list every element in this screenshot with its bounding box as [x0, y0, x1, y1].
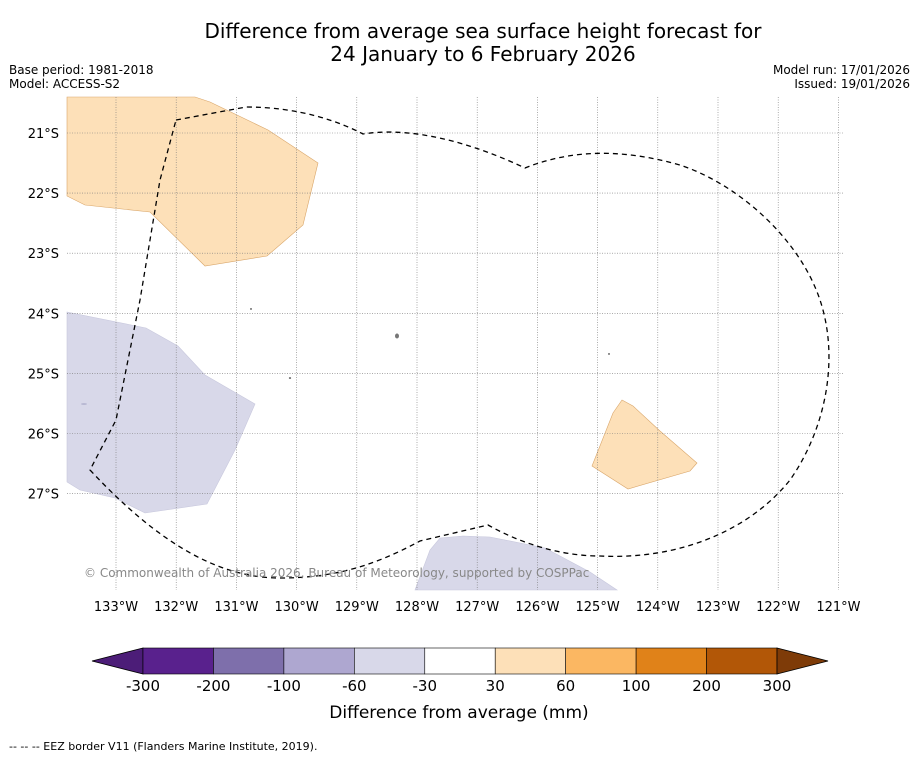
colorbar-tick-label: -100 [266, 677, 301, 695]
issued-date: Issued: 19/01/2026 [794, 77, 910, 91]
colorbar-bin [706, 647, 778, 675]
latitude-label: 25°S [28, 367, 59, 382]
colorbar-tick-label: 200 [692, 677, 721, 695]
anomaly-regions [66, 96, 698, 591]
latitude-label: 21°S [28, 127, 59, 142]
colorbar-bin [142, 647, 214, 675]
small-island-2 [288, 377, 292, 379]
gridlines [67, 97, 843, 590]
longitude-label: 132°W [154, 600, 198, 615]
latitude-label: 27°S [28, 488, 59, 503]
small-island-3 [608, 353, 610, 355]
longitude-label: 129°W [335, 600, 379, 615]
base-period: Base period: 1981-2018 [9, 63, 154, 77]
latitude-label: 24°S [28, 307, 59, 322]
longitude-label: 127°W [455, 600, 499, 615]
colorbar-tick-label: -300 [125, 677, 161, 695]
longitude-labels: 133°W 132°W 131°W 130°W 129°W 128°W 127°W 126°W… [94, 600, 861, 615]
colorbar-bin [494, 647, 566, 675]
latitude-label: 22°S [28, 187, 59, 202]
colorbar-tick-label: -60 [342, 677, 367, 695]
longitude-label: 125°W [576, 600, 620, 615]
latitude-labels: 21°S 22°S 23°S 24°S 25°S 26°S 27°S [28, 127, 59, 503]
latitude-label: 23°S [28, 247, 59, 262]
longitude-label: 133°W [94, 600, 138, 615]
small-island-4 [250, 308, 252, 310]
colorbar-bin [424, 647, 496, 675]
map-title: Difference from average sea surface heig… [0, 20, 919, 66]
colorbar-bin [635, 647, 707, 675]
latitude-label: 26°S [28, 428, 59, 443]
longitude-label: 128°W [395, 600, 439, 615]
colorbar-tick-label: -30 [412, 677, 438, 695]
colorbar-bin [565, 647, 637, 675]
longitude-label: 131°W [214, 600, 258, 615]
longitude-label: 122°W [756, 600, 800, 615]
negative-anomaly-west [66, 311, 256, 514]
colorbar [91, 647, 829, 675]
eez-footnote: -- -- -- EEZ border V11 (Flanders Marine… [9, 740, 318, 753]
positive-anomaly-east [591, 399, 698, 490]
small-island-1 [395, 333, 399, 339]
colorbar-bin [213, 647, 285, 675]
longitude-label: 123°W [696, 600, 740, 615]
title-line-2: 24 January to 6 February 2026 [330, 42, 636, 66]
colorbar-extend-low [91, 647, 144, 675]
negative-anomaly-south [414, 535, 618, 591]
longitude-label: 124°W [636, 600, 680, 615]
model-run: Model run: 17/01/2026 [772, 63, 910, 77]
colorbar-tick-label: 100 [621, 677, 651, 695]
positive-anomaly-northwest [66, 96, 319, 267]
longitude-label: 126°W [515, 600, 559, 615]
colorbar-tick-label: 300 [762, 677, 792, 695]
eez-border [89, 106, 830, 579]
small-shoal [81, 403, 87, 405]
colorbar-title: Difference from average (mm) [329, 703, 589, 723]
colorbar-tick-label: 30 [485, 677, 505, 695]
colorbar-tick-label: 60 [556, 677, 576, 695]
title-line-1: Difference from average sea surface heig… [204, 19, 762, 43]
colorbar-bin [354, 647, 426, 675]
colorbar-extend-high [776, 647, 829, 675]
model-name: Model: ACCESS-S2 [9, 77, 121, 91]
colorbar-bin [283, 647, 355, 675]
copyright-notice: © Commonwealth of Australia 2026, Bureau… [84, 566, 589, 580]
meta-right: Model run: 17/01/2026 Issued: 19/01/2026 [773, 63, 910, 91]
longitude-label: 121°W [816, 600, 860, 615]
colorbar-tick-label: -200 [196, 677, 231, 695]
longitude-label: 130°W [275, 600, 319, 615]
meta-left: Base period: 1981-2018 Model: ACCESS-S2 [9, 63, 154, 91]
